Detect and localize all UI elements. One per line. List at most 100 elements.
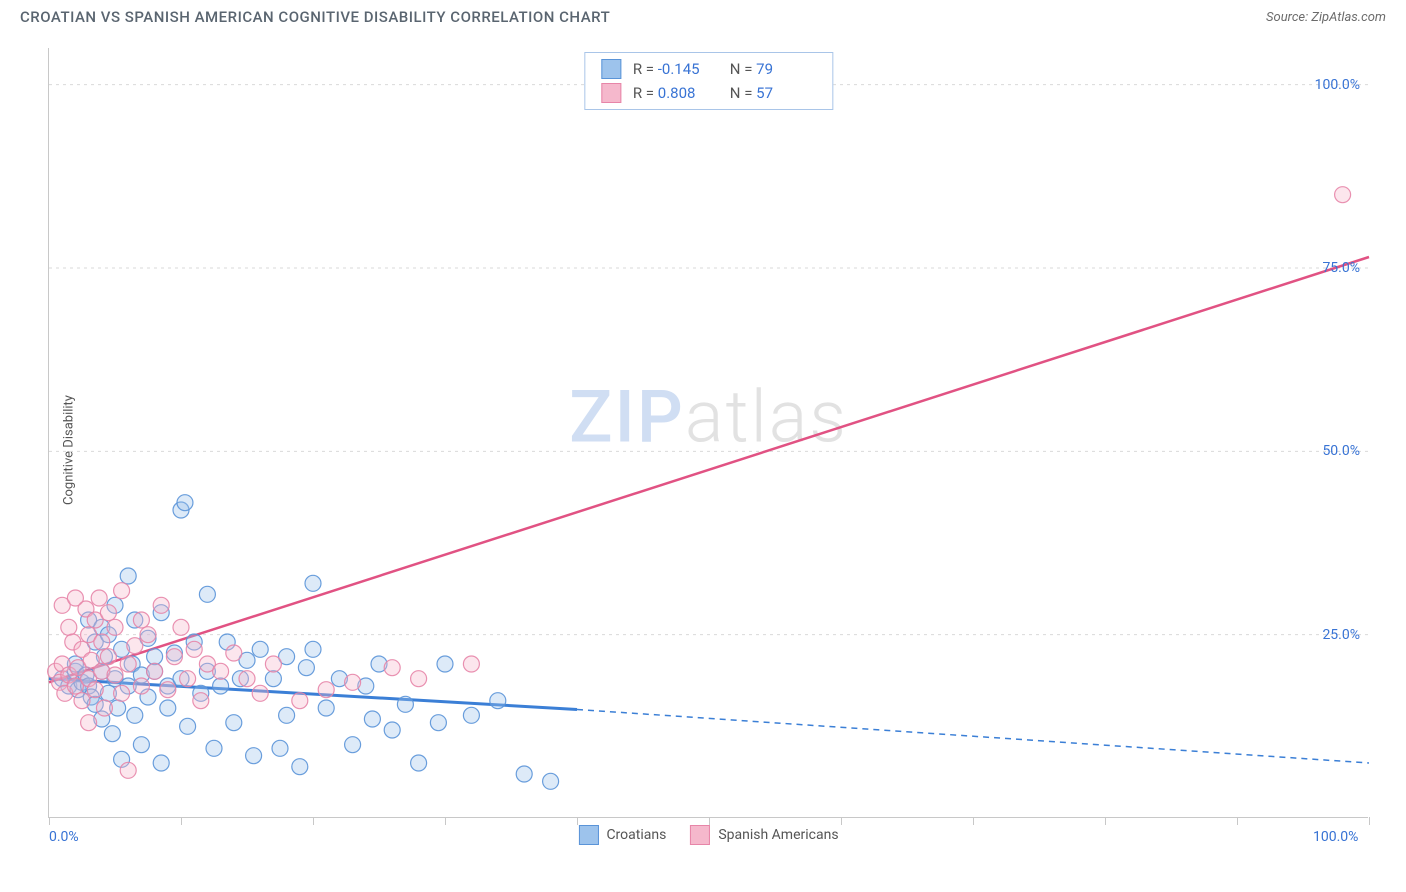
data-point <box>147 649 163 665</box>
data-point <box>140 627 156 643</box>
data-point <box>177 495 193 511</box>
data-point <box>147 663 163 679</box>
plot-svg <box>49 48 1369 818</box>
data-point <box>305 575 321 591</box>
source-text: Source: ZipAtlas.com <box>1266 10 1386 25</box>
data-point <box>292 693 308 709</box>
r-label-0: R = <box>633 60 654 78</box>
stats-row-1: R = 0.808 N = 57 <box>601 81 816 105</box>
data-point <box>133 612 149 628</box>
legend-label-1: Spanish Americans <box>718 827 838 843</box>
data-point <box>252 685 268 701</box>
data-point <box>345 674 361 690</box>
r-value-1: 0.808 <box>658 84 718 102</box>
data-point <box>107 619 123 635</box>
data-point <box>74 693 90 709</box>
chart-title: CROATIAN VS SPANISH AMERICAN COGNITIVE D… <box>20 8 610 26</box>
r-value-0: -0.145 <box>658 60 718 78</box>
legend-label-0: Croatians <box>606 827 666 843</box>
data-point <box>104 726 120 742</box>
data-point <box>298 660 314 676</box>
x-tick <box>313 817 314 825</box>
data-point <box>1335 187 1351 203</box>
x-tick <box>1105 817 1106 825</box>
data-point <box>437 656 453 672</box>
data-point <box>120 762 136 778</box>
data-point <box>265 671 281 687</box>
data-point <box>213 663 229 679</box>
data-point <box>226 715 242 731</box>
data-point <box>246 748 262 764</box>
n-value-0: 79 <box>756 60 816 78</box>
y-tick-label: 75.0% <box>1322 260 1360 276</box>
data-point <box>81 715 97 731</box>
data-point <box>120 568 136 584</box>
data-point <box>120 656 136 672</box>
stats-row-0: R = -0.145 N = 79 <box>601 57 816 81</box>
data-point <box>91 590 107 606</box>
data-point <box>114 583 130 599</box>
data-point <box>279 707 295 723</box>
r-label-1: R = <box>633 84 654 102</box>
x-tick <box>577 817 578 825</box>
data-point <box>292 759 308 775</box>
y-tick-label: 25.0% <box>1322 627 1360 643</box>
bottom-legend: Croatians Spanish Americans <box>578 825 838 845</box>
data-point <box>411 755 427 771</box>
x-tick <box>181 817 182 825</box>
data-point <box>430 715 446 731</box>
chart-container: Cognitive Disability ZIPatlas R = -0.145… <box>48 48 1386 852</box>
legend-item-0: Croatians <box>578 825 666 845</box>
data-point <box>133 737 149 753</box>
data-point <box>173 619 189 635</box>
data-point <box>160 682 176 698</box>
y-tick-label: 50.0% <box>1322 443 1360 459</box>
data-point <box>107 667 123 683</box>
data-point <box>133 678 149 694</box>
data-point <box>345 737 361 753</box>
legend-swatch-1 <box>690 825 710 845</box>
data-point <box>364 711 380 727</box>
data-point <box>193 693 209 709</box>
data-point <box>114 685 130 701</box>
data-point <box>153 755 169 771</box>
swatch-0 <box>601 59 621 79</box>
data-point <box>180 718 196 734</box>
data-point <box>463 656 479 672</box>
data-point <box>384 722 400 738</box>
x-tick-label: 100.0% <box>1313 829 1358 845</box>
swatch-1 <box>601 83 621 103</box>
data-point <box>87 682 103 698</box>
data-point <box>265 656 281 672</box>
stats-legend: R = -0.145 N = 79 R = 0.808 N = 57 <box>584 52 833 110</box>
data-point <box>186 641 202 657</box>
data-point <box>61 619 77 635</box>
data-point <box>127 638 143 654</box>
data-point <box>94 634 110 650</box>
data-point <box>206 740 222 756</box>
x-tick-label: 0.0% <box>49 829 79 845</box>
n-label-1: N = <box>730 84 753 102</box>
data-point <box>199 586 215 602</box>
data-point <box>384 660 400 676</box>
x-tick <box>49 817 50 825</box>
data-point <box>305 641 321 657</box>
data-point <box>153 597 169 613</box>
data-point <box>397 696 413 712</box>
data-point <box>213 678 229 694</box>
x-tick <box>1237 817 1238 825</box>
data-point <box>543 773 559 789</box>
data-point <box>100 649 116 665</box>
data-point <box>516 766 532 782</box>
n-value-1: 57 <box>756 84 816 102</box>
data-point <box>490 693 506 709</box>
data-point <box>226 645 242 661</box>
x-tick <box>709 817 710 825</box>
data-point <box>127 707 143 723</box>
n-label-0: N = <box>730 60 753 78</box>
data-point <box>239 671 255 687</box>
x-tick <box>973 817 974 825</box>
data-point <box>411 671 427 687</box>
data-point <box>272 740 288 756</box>
data-point <box>318 682 334 698</box>
